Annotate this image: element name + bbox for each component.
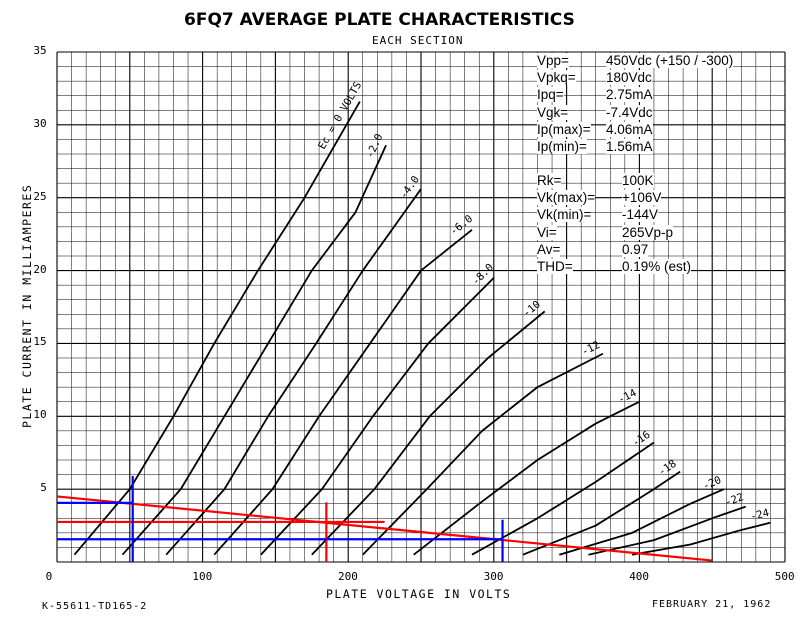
plate-curve bbox=[559, 488, 725, 556]
x-tick-label: 200 bbox=[338, 570, 358, 583]
annotation-key: Vk(min)= bbox=[537, 207, 592, 223]
annotation-key: Vi= bbox=[537, 224, 557, 240]
annotation-key: Vpkq= bbox=[537, 70, 576, 86]
annotation-key: Ipq= bbox=[537, 87, 564, 103]
annotation-key: Av= bbox=[537, 241, 561, 257]
footer-date: FEBRUARY 21, 1962 bbox=[652, 599, 772, 610]
annotation-value: +106V bbox=[622, 190, 662, 206]
plate-curve bbox=[471, 441, 655, 556]
annotation-value: -144V bbox=[622, 207, 659, 223]
x-tick-label: 0 bbox=[45, 570, 53, 583]
plate-curve bbox=[260, 277, 495, 556]
annotation-key: Vk(max)= bbox=[537, 190, 596, 206]
annotation-value: 2.75mA bbox=[606, 87, 653, 103]
y-tick-label: 15 bbox=[33, 335, 47, 349]
chart-title: 6FQ7 AVERAGE PLATE CHARACTERISTICS bbox=[184, 10, 575, 30]
x-tick-label: 100 bbox=[192, 570, 213, 583]
annotation-key: Ip(max)= bbox=[537, 121, 591, 137]
footer-code: K-55611-TD165-2 bbox=[42, 601, 148, 612]
annotation-value: -7.4Vdc bbox=[606, 104, 653, 120]
x-tick-label: 500 bbox=[774, 570, 795, 583]
annotation-key: Vpp= bbox=[537, 53, 569, 68]
annotation-value: 265Vp-p bbox=[622, 224, 674, 240]
annotation-value: 1.56mA bbox=[606, 139, 653, 154]
annotation-value: 4.06mA bbox=[606, 121, 653, 137]
annotation-key: THD= bbox=[537, 259, 573, 274]
plate-curve bbox=[213, 229, 473, 556]
x-tick-label: 300 bbox=[483, 570, 504, 583]
annotation-value: 0.97 bbox=[622, 241, 649, 257]
y-tick-label: 30 bbox=[33, 116, 47, 130]
y-tick-label: 25 bbox=[33, 189, 47, 203]
annotation-value: 100K bbox=[622, 173, 654, 188]
annotation-key: Ip(min)= bbox=[537, 139, 587, 154]
y-tick-label: 20 bbox=[33, 262, 47, 276]
plate-curve bbox=[165, 188, 422, 556]
plate-curve bbox=[588, 505, 746, 556]
annotation-value: 450Vdc (+150 / -300) bbox=[606, 53, 734, 68]
red-overlay-line bbox=[56, 495, 713, 562]
y-axis-label: PLATE CURRENT IN MILLIAMPERES bbox=[20, 183, 34, 428]
curve-label: -24 bbox=[749, 507, 770, 523]
plate-curves bbox=[73, 101, 771, 556]
curve-label: -22 bbox=[723, 491, 745, 509]
x-tick-label: 400 bbox=[629, 570, 650, 583]
x-axis-label: PLATE VOLTAGE IN VOLTS bbox=[326, 587, 512, 601]
annotation-value: 180Vdc bbox=[606, 70, 652, 86]
y-tick-label: 10 bbox=[33, 408, 47, 422]
annotation-key: Rk= bbox=[537, 173, 562, 188]
plate-curve bbox=[121, 144, 387, 556]
load-line-overlays bbox=[56, 476, 713, 562]
plate-curve bbox=[73, 101, 361, 556]
plate-curve bbox=[522, 470, 681, 556]
plate-curve bbox=[631, 521, 771, 556]
annotation-key: Vgk= bbox=[537, 104, 569, 120]
annotation-value: 0.19% (est) bbox=[622, 259, 692, 274]
plate-curve bbox=[362, 352, 604, 556]
plate-curve bbox=[311, 310, 546, 556]
chart-subtitle: EACH SECTION bbox=[372, 34, 464, 47]
y-tick-label: 5 bbox=[40, 481, 47, 495]
y-tick-label: 35 bbox=[33, 44, 47, 57]
plate-curve bbox=[413, 400, 640, 556]
